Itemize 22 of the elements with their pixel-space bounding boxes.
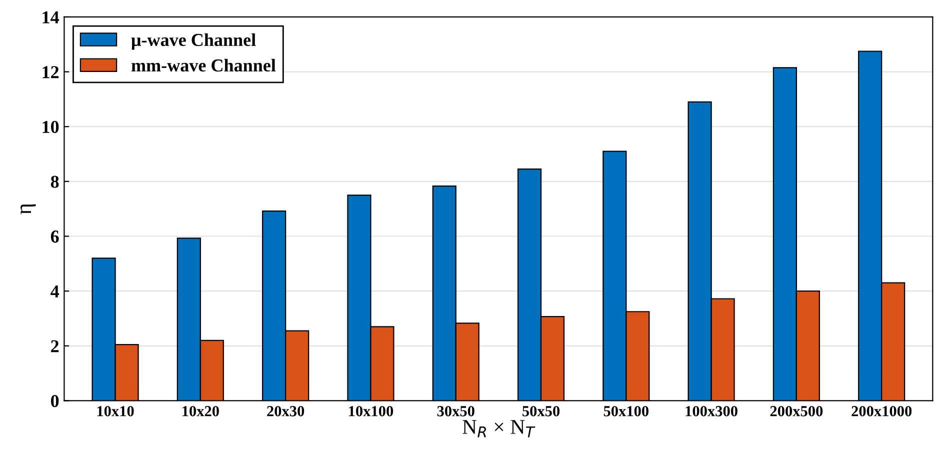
x-tick-label: 10x10 [97,406,134,416]
legend-label: μ-wave Channel [131,33,256,50]
y-axis-title: η [20,204,36,214]
x-tick-label: 10x20 [182,406,219,416]
y-tick-label: 0 [50,394,59,408]
y-tick-label: 4 [50,285,59,298]
x-tick-label: 100x300 [686,406,738,416]
x-tick-label: 30x50 [437,406,474,416]
y-tick-label: 14 [42,11,59,24]
y-tick-label: 12 [42,66,59,78]
x-tick-label: 10x100 [349,406,394,416]
x-tick-label: 50x50 [522,406,560,416]
y-tick-label: 8 [50,176,59,188]
legend-label: mm-wave Channel [131,58,276,72]
y-tick-label: 10 [42,120,59,134]
x-tick-label: 200x1000 [852,406,912,416]
x-tick-label: 50x100 [604,406,648,416]
x-axis-title: N$_{R}$ × N$_{T}$ [462,420,536,438]
x-tick-label: 200x500 [770,406,823,416]
y-tick-label: 2 [51,340,59,352]
y-tick-label: 6 [50,230,59,243]
x-tick-label: 20x30 [267,406,304,416]
